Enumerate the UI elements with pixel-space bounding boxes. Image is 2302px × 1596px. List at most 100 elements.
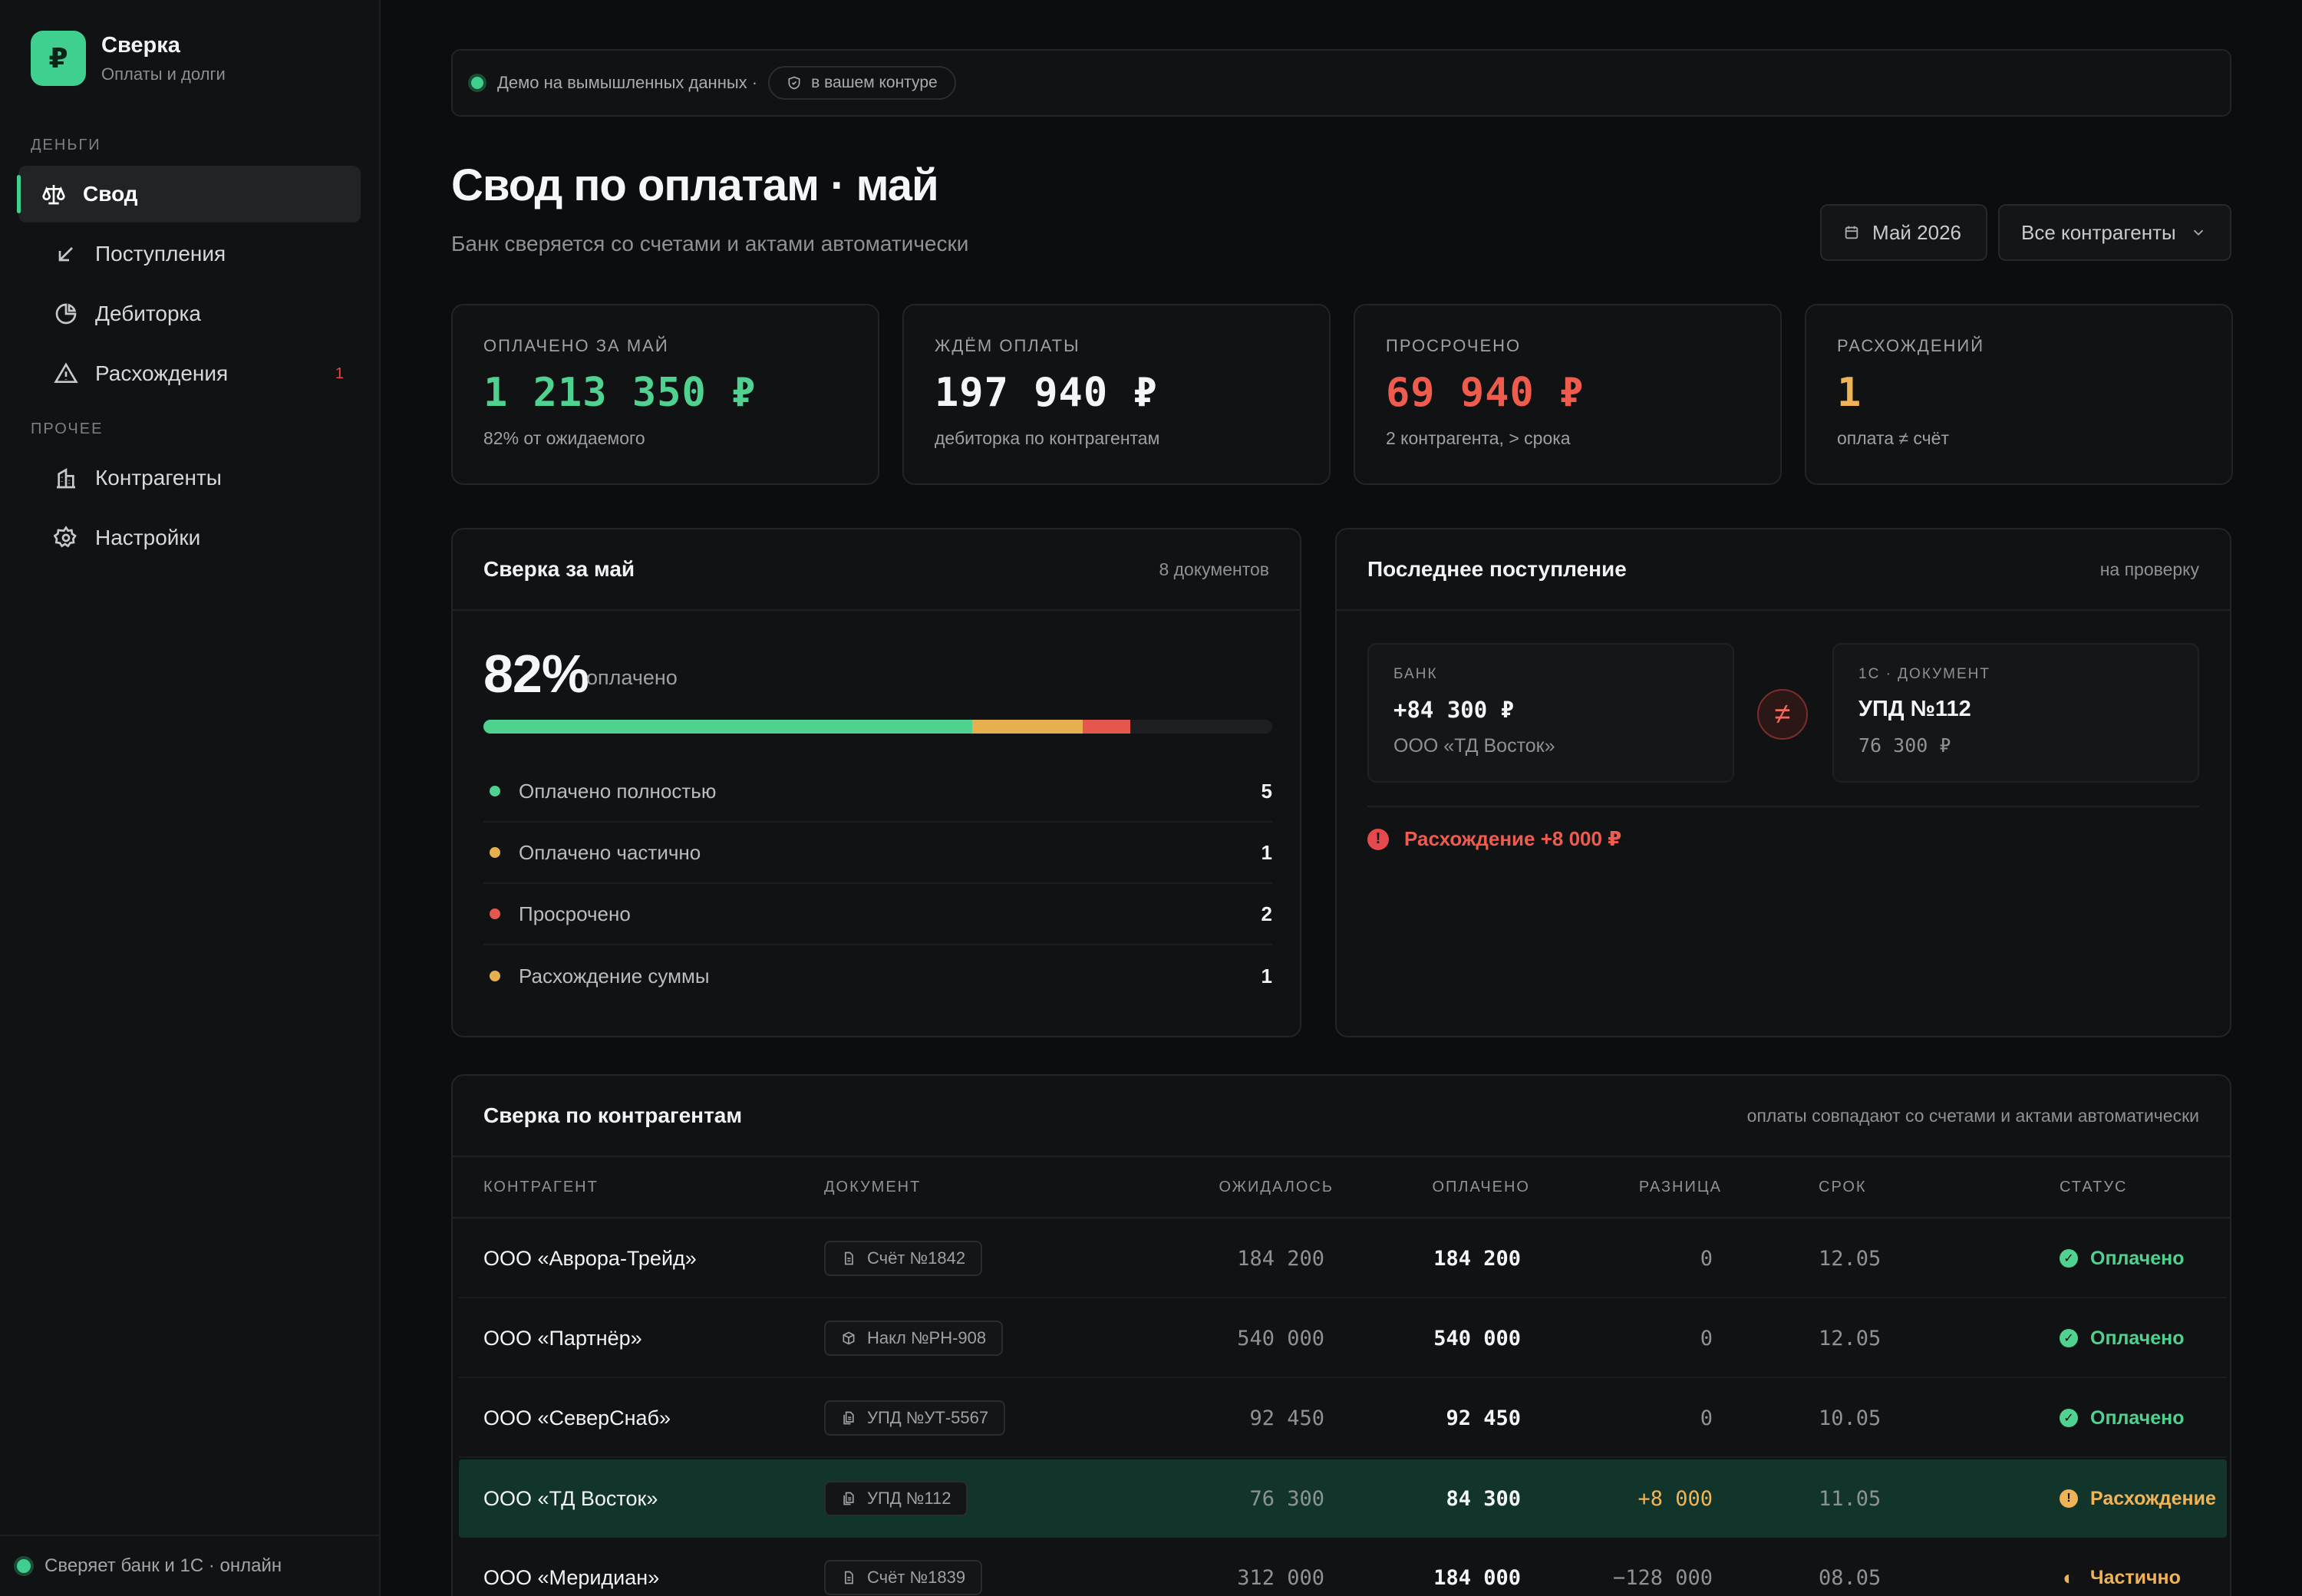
payment-progress-bar [483,720,1272,734]
sidebar-section-other: ПРОЧЕЕ [31,420,104,437]
status-dot [490,971,500,981]
kpi-overdue: ПРОСРОЧЕНО 69 940 ₽ 2 контрагента, > сро… [1354,304,1782,485]
status-dot [490,847,500,858]
paid-amount: 84 300 [1446,1486,1521,1511]
sidebar-section-money: ДЕНЬГИ [31,137,101,153]
counterparty-name: ООО «ТД Восток» [483,1486,658,1510]
sidebar-item-summary[interactable]: Свод [17,166,361,223]
online-status-dot [17,1559,31,1573]
sidebar-item-label: Контрагенты [95,466,222,490]
document-cell: УПД №УТ-5567 [824,1380,1006,1456]
discrepancy-count-badge: 1 [335,364,344,382]
status-label: Расхождение [2090,1487,2216,1509]
box-icon [843,1331,855,1345]
document-label: Накл №РН-908 [867,1328,987,1347]
status-badge: ◐ Частично [2060,1539,2181,1596]
sidebar-item-discrepancies[interactable]: Расхождения 1 [18,345,361,402]
demo-banner: Демо на вымышленных данных · в вашем кон… [451,49,2231,117]
legend-item[interactable]: Просрочено 2 [483,884,1272,945]
status-badge: ✓ Оплачено [2060,1380,2185,1456]
sidebar: ₽ Сверка Оплаты и долги ДЕНЬГИ Свод Пост… [0,0,381,1596]
column-header[interactable]: СРОК [1819,1178,1867,1195]
counterparty-name: ООО «Меридиан» [483,1565,660,1589]
document-count: 8 документов [1159,559,1269,579]
pie-chart-icon [52,300,80,328]
legend-item[interactable]: Оплачено частично 1 [483,823,1272,884]
column-header[interactable]: КОНТРАГЕНТ [483,1178,599,1195]
brand-subtitle: Оплаты и долги [101,64,226,84]
column-header[interactable]: ОПЛАЧЕНО [1432,1178,1530,1195]
last-payment-panel: Последнее поступление на проверку БАНК +… [1335,528,2231,1037]
bank-amount: +84 300 ₽ [1393,697,1515,723]
document-chip[interactable]: УПД №УТ-5567 [824,1400,1006,1436]
counterparty-filter[interactable]: Все контрагенты [1998,204,2231,261]
document-chip[interactable]: Счёт №1842 [824,1241,983,1276]
legend-count: 1 [1261,964,1272,988]
kpi-paid: ОПЛАЧЕНО ЗА МАЙ 1 213 350 ₽ 82% от ожида… [451,304,879,485]
bank-payer: ООО «ТД Восток» [1393,735,1555,757]
brand-title: Сверка [101,32,180,58]
status-label: Оплачено [2090,1247,2185,1269]
table-row[interactable]: ООО «Аврора-Трейд» Счёт №1842 184 200 18… [459,1220,2227,1298]
table-row[interactable]: ООО «ТД Восток» УПД №112 76 300 84 300 +… [459,1459,2227,1538]
document-label: Счёт №1842 [867,1248,966,1268]
status-dot [490,786,500,796]
progress-segment-paid [483,720,973,734]
kpi-note: оплата ≠ счёт [1837,428,1949,448]
difference-amount: 0 [1700,1326,1713,1350]
sidebar-item-incoming[interactable]: Поступления [18,226,361,282]
document-chip[interactable]: Накл №РН-908 [824,1321,1004,1356]
counterparty-filter-label: Все контрагенты [2021,220,2176,244]
due-date: 08.05 [1819,1565,1882,1590]
sidebar-item-settings[interactable]: Настройки [18,509,361,566]
security-chip: в вашем контуре [768,66,956,100]
column-header[interactable]: ОЖИДАЛОСЬ [1219,1178,1334,1195]
sidebar-item-label: Настройки [95,526,201,549]
discrepancy-alert: ! Расхождение +8 000 ₽ [1367,806,2199,851]
table-row[interactable]: ООО «Партнёр» Накл №РН-908 540 000 540 0… [459,1300,2227,1378]
document-label: Счёт №1839 [867,1568,966,1587]
legend-item[interactable]: Расхождение суммы 1 [483,945,1272,1007]
column-header[interactable]: ДОКУМЕНТ [824,1178,922,1195]
demo-banner-text: Демо на вымышленных данных · [497,73,758,92]
table-row[interactable]: ООО «СеверСнаб» УПД №УТ-5567 92 450 92 4… [459,1380,2227,1458]
difference-amount: 0 [1700,1406,1713,1430]
paid-amount: 92 450 [1446,1406,1521,1430]
paid-amount: 184 200 [1433,1246,1521,1271]
legend-label: Просрочено [519,902,631,925]
document-chip[interactable]: УПД №112 [824,1481,968,1516]
brand[interactable]: ₽ Сверка Оплаты и долги [31,31,226,86]
table-row[interactable]: ООО «Меридиан» Счёт №1839 312 000 184 00… [459,1539,2227,1596]
document-chip[interactable]: Счёт №1839 [824,1560,983,1595]
expected-amount: 312 000 [1237,1565,1324,1590]
expected-amount: 540 000 [1237,1326,1324,1350]
period-picker[interactable]: Май 2026 [1820,204,1987,261]
sync-status: Сверяет банк и 1С · онлайн [0,1535,379,1596]
status-label: Оплачено [2090,1327,2185,1349]
chevron-down-icon [2193,229,2203,236]
paid-percent-label: оплачено [586,666,678,689]
kpi-label: ПРОСРОЧЕНО [1386,336,1522,355]
legend-label: Расхождение суммы [519,964,710,988]
warning-icon [52,360,80,387]
sidebar-item-counterparties[interactable]: Контрагенты [18,450,361,506]
paid-percent: 82% [483,644,589,704]
legend-item[interactable]: Оплачено полностью 5 [483,761,1272,823]
due-date: 10.05 [1819,1406,1882,1430]
sidebar-item-receivables[interactable]: Дебиторка [18,285,361,342]
table-header: КОНТРАГЕНТ ДОКУМЕНТ ОЖИДАЛОСЬ ОПЛАЧЕНО Р… [453,1157,2230,1218]
difference-amount: +8 000 [1637,1486,1713,1511]
card-label: БАНК [1393,666,1438,682]
document-card[interactable]: 1С · ДОКУМЕНТ УПД №112 76 300 ₽ [1832,643,2199,783]
document-label: УПД №112 [867,1489,951,1508]
panel-title: Сверка за май [483,557,635,581]
not-equal-icon: ≠ [1757,689,1808,740]
review-link[interactable]: на проверку [2099,559,2199,579]
column-header[interactable]: СТАТУС [2060,1178,2128,1195]
progress-segment-partial [972,720,1083,734]
kpi-value: 69 940 ₽ [1386,370,1585,416]
bank-payment-card[interactable]: БАНК +84 300 ₽ ООО «ТД Восток» [1367,643,1734,783]
column-header[interactable]: РАЗНИЦА [1638,1178,1722,1195]
panel-title: Последнее поступление [1367,557,1627,581]
kpi-discrepancies: РАСХОЖДЕНИЙ 1 оплата ≠ счёт [1805,304,2233,485]
